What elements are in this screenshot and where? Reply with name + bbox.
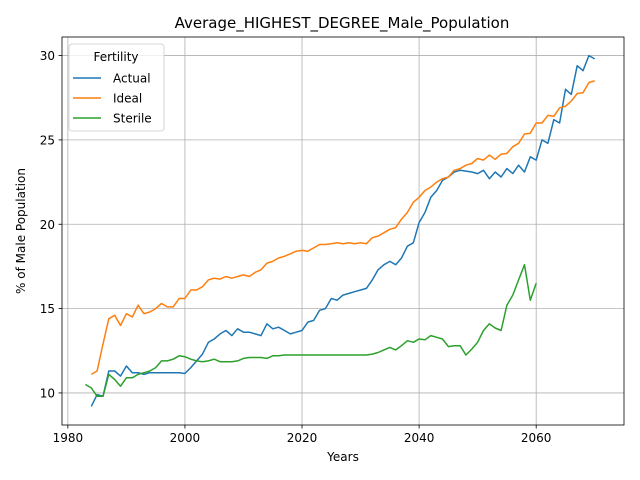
y-tick-label: 15 [40, 302, 55, 316]
series-line-actual [90, 54, 596, 407]
x-tick-label: 2000 [170, 431, 201, 445]
x-tick-label: 2060 [521, 431, 552, 445]
y-tick-label: 30 [40, 49, 55, 63]
y-tick-label: 20 [40, 218, 55, 232]
series-line-ideal [90, 80, 595, 376]
chart-title: Average_HIGHEST_DEGREE_Male_Population [175, 14, 510, 33]
series-lines [85, 54, 596, 407]
legend-title: Fertility [93, 50, 138, 64]
x-tick-label: 2040 [404, 431, 435, 445]
y-tick-label: 25 [40, 133, 55, 147]
x-axis-ticks: 1980 2000 2020 2040 2060 [53, 425, 552, 445]
legend-box [68, 43, 165, 132]
x-tick-label: 2020 [287, 431, 318, 445]
series-line-sterile [85, 263, 537, 398]
y-tick-label: 10 [40, 386, 55, 400]
x-axis-label: Years [326, 450, 359, 464]
legend-label-ideal: Ideal [113, 92, 142, 106]
legend: Fertility Actual Ideal Sterile [68, 43, 165, 132]
grid-lines [62, 37, 624, 425]
y-axis-ticks: 10 15 20 25 30 [40, 49, 62, 400]
plot-area-frame [61, 36, 625, 426]
legend-label-sterile: Sterile [113, 112, 152, 126]
y-axis-label: % of Male Population [14, 168, 28, 294]
x-tick-label: 1980 [53, 431, 84, 445]
legend-label-actual: Actual [113, 72, 151, 86]
